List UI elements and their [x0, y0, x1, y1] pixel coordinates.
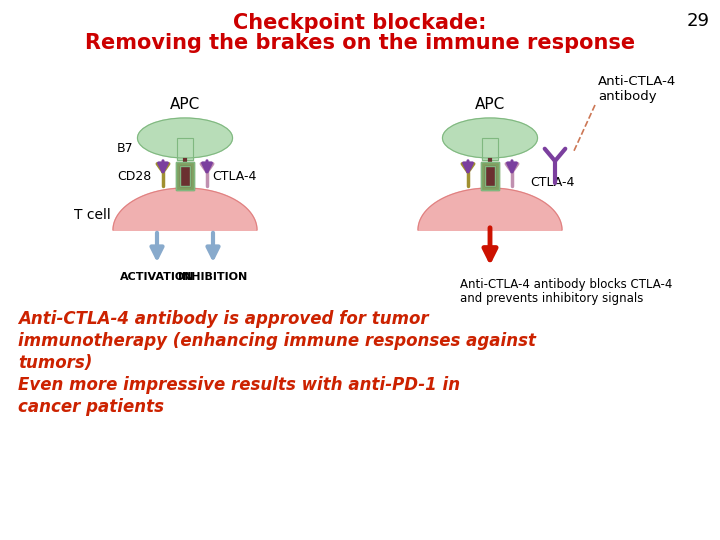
Bar	[180, 166, 190, 186]
Text: INHIBITION: INHIBITION	[179, 272, 248, 282]
Bar	[177, 138, 193, 160]
Polygon shape	[418, 188, 562, 230]
Bar	[482, 138, 498, 160]
Text: ACTIVATION: ACTIVATION	[120, 272, 194, 282]
Text: immunotherapy (enhancing immune responses against: immunotherapy (enhancing immune response…	[18, 332, 536, 350]
Text: tumors): tumors)	[18, 354, 92, 372]
Text: CTLA-4: CTLA-4	[530, 177, 575, 190]
Bar	[481, 162, 499, 190]
Text: Checkpoint blockade:: Checkpoint blockade:	[233, 13, 487, 33]
Ellipse shape	[138, 118, 233, 158]
Text: Anti-CTLA-4 antibody blocks CTLA-4: Anti-CTLA-4 antibody blocks CTLA-4	[460, 278, 672, 291]
Text: cancer patients: cancer patients	[18, 398, 164, 416]
Bar	[485, 166, 495, 186]
Bar	[177, 138, 193, 160]
Text: Even more impressive results with anti-PD-1 in: Even more impressive results with anti-P…	[18, 376, 460, 394]
Text: and prevents inhibitory signals: and prevents inhibitory signals	[460, 292, 644, 305]
Text: T cell: T cell	[74, 208, 111, 222]
Text: Anti-CTLA-4 antibody is approved for tumor: Anti-CTLA-4 antibody is approved for tum…	[18, 310, 428, 328]
Ellipse shape	[443, 118, 538, 158]
Text: CTLA-4: CTLA-4	[212, 170, 256, 183]
Text: APC: APC	[170, 97, 200, 112]
Text: CD28: CD28	[117, 170, 151, 183]
Bar	[180, 166, 190, 186]
Polygon shape	[113, 188, 257, 230]
Text: Anti-CTLA-4: Anti-CTLA-4	[598, 75, 676, 88]
Bar	[482, 138, 498, 160]
Text: Removing the brakes on the immune response: Removing the brakes on the immune respon…	[85, 33, 635, 53]
Text: B7: B7	[117, 141, 133, 154]
Bar	[485, 166, 495, 186]
Text: antibody: antibody	[598, 90, 657, 103]
Bar	[176, 162, 194, 190]
Text: 29: 29	[687, 12, 710, 30]
Text: APC: APC	[475, 97, 505, 112]
Bar	[176, 162, 194, 190]
Bar	[481, 162, 499, 190]
